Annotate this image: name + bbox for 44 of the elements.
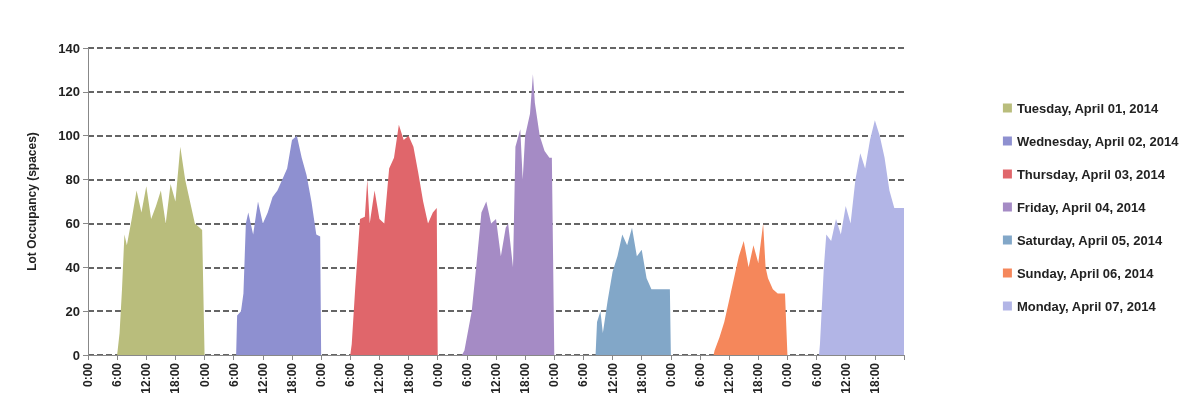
x-tick-label: 6:00	[110, 362, 125, 388]
y-axis-title: Lot Occupancy (spaces)	[25, 132, 39, 271]
x-tick-label: 18:00	[867, 362, 882, 394]
x-tick-label: 18:00	[168, 362, 183, 394]
y-tick-label: 20	[65, 303, 80, 319]
legend-label: Sunday, April 06, 2014	[1016, 265, 1155, 281]
x-tick-label: 6:00	[343, 362, 358, 388]
legend-label: Friday, April 04, 2014	[1016, 199, 1147, 215]
x-tick-label: 0:00	[197, 362, 212, 388]
x-tick-label: 12:00	[255, 362, 270, 394]
x-tick-label: 18:00	[518, 362, 533, 394]
x-tick-label: 0:00	[780, 362, 795, 388]
x-tick-label: 18:00	[634, 362, 649, 394]
y-tick-label: 0	[72, 347, 80, 363]
y-tick-label: 100	[58, 128, 80, 144]
y-tick-label: 140	[58, 40, 80, 56]
y-tick-label: 120	[58, 84, 80, 100]
x-tick-label: 18:00	[751, 362, 766, 394]
legend-label: Thursday, April 03, 2014	[1016, 166, 1166, 182]
x-tick-label: 0:00	[430, 362, 445, 388]
x-tick-label: 12:00	[489, 362, 503, 394]
x-tick-label: 6:00	[576, 362, 591, 388]
y-tick-label: 80	[65, 172, 80, 188]
x-tick-label: 12:00	[139, 362, 154, 394]
x-tick-label: 0:00	[314, 362, 329, 388]
x-tick-label: 12:00	[838, 362, 853, 394]
x-tick-label: 0:00	[81, 362, 95, 388]
x-tick-label: 0:00	[663, 362, 678, 388]
x-tick-label: 18:00	[401, 362, 416, 394]
y-tick-label: 60	[65, 215, 80, 231]
x-tick-label: 18:00	[285, 362, 299, 394]
x-tick-label: 6:00	[693, 362, 707, 388]
x-tick-label: 12:00	[372, 362, 387, 394]
legend-label: Saturday, April 05, 2014	[1016, 232, 1163, 248]
x-tick-label: 12:00	[605, 362, 620, 394]
x-tick-label: 6:00	[809, 362, 824, 388]
x-tick-label: 12:00	[722, 362, 737, 394]
x-tick-label: 6:00	[226, 362, 241, 388]
x-tick-label: 6:00	[459, 362, 474, 388]
x-tick-label: 0:00	[547, 362, 562, 388]
legend-label: Wednesday, April 02, 2014	[1016, 133, 1180, 149]
y-tick-label: 40	[65, 259, 80, 275]
legend-label: Monday, April 07, 2014	[1016, 298, 1157, 314]
legend-label: Tuesday, April 01, 2014	[1016, 100, 1160, 116]
